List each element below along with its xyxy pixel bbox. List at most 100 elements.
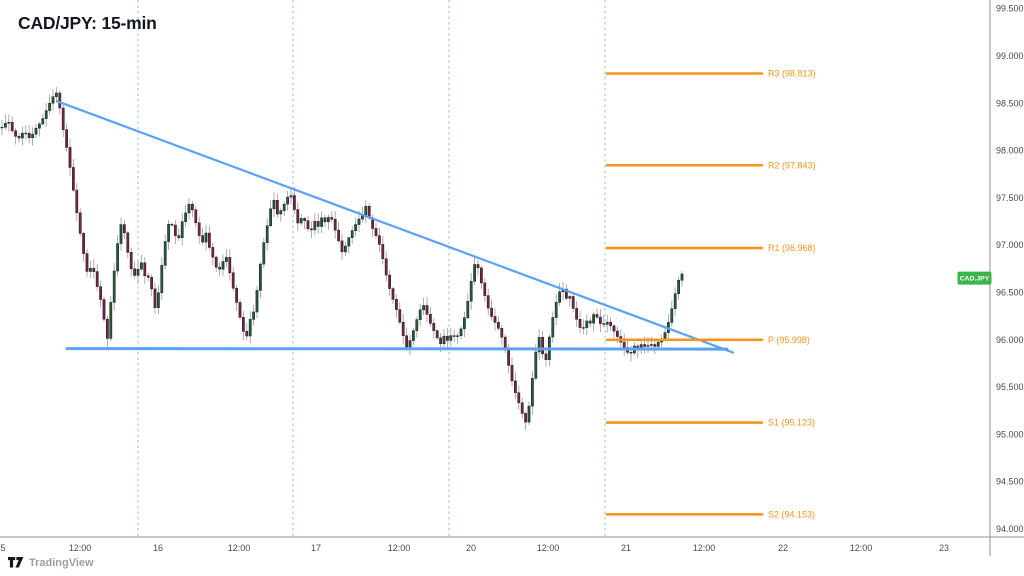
candle-up	[463, 317, 466, 330]
candle-up	[418, 309, 422, 320]
candle-up	[592, 314, 595, 324]
candle-up	[4, 122, 7, 128]
candle-up	[7, 121, 11, 124]
candle-up	[646, 345, 650, 347]
candle-down	[612, 325, 616, 332]
y-tick-label: 95.500	[996, 382, 1024, 392]
candle-up	[184, 212, 187, 222]
candle-up	[259, 263, 262, 291]
candle-down	[191, 203, 194, 211]
candle-down	[242, 317, 245, 332]
candle-down	[374, 228, 378, 236]
candle-up	[527, 405, 531, 423]
candle-up	[279, 210, 283, 215]
candle-up	[55, 92, 58, 98]
candle-down	[544, 353, 548, 360]
candle-down	[446, 335, 449, 341]
candle-down	[565, 288, 568, 299]
candle-up	[663, 332, 667, 340]
candle-up	[225, 257, 228, 262]
pivot-label-p: P (95.998)	[768, 335, 810, 345]
candle-down	[106, 318, 109, 339]
x-tick-label: 12:00	[69, 543, 92, 553]
candle-down	[643, 344, 646, 347]
candle-down	[78, 212, 82, 234]
candle-down	[378, 235, 381, 245]
candle-up	[109, 302, 113, 339]
y-tick-label: 98.500	[996, 98, 1024, 108]
tradingview-brand-label: TradingView	[29, 556, 94, 569]
candle-up	[269, 208, 272, 227]
descending-trendline	[55, 100, 735, 354]
candle-down	[425, 305, 429, 315]
candle-down	[616, 330, 619, 337]
candle-down	[174, 224, 177, 236]
candle-up	[357, 218, 361, 225]
candle-down	[316, 221, 320, 227]
candle-up	[650, 344, 653, 346]
candle-down	[595, 314, 599, 318]
candle-down	[102, 299, 106, 320]
candle-down	[58, 92, 62, 109]
y-tick-label: 99.500	[996, 4, 1024, 14]
candle-down	[123, 224, 126, 234]
candle-up	[116, 243, 119, 272]
candle-down	[405, 335, 408, 348]
x-tick-label: 20	[466, 543, 476, 553]
x-tick-label: 22	[778, 543, 788, 553]
y-tick-label: 98.000	[996, 146, 1024, 156]
candle-up	[551, 317, 555, 338]
candle-down	[575, 308, 578, 320]
candle-up	[112, 270, 116, 303]
candle-down	[129, 252, 133, 270]
candle-up	[449, 335, 453, 341]
candle-down	[401, 321, 405, 336]
candle-up	[51, 96, 55, 104]
candle-down	[177, 235, 181, 239]
candle-down	[439, 337, 442, 344]
last-price-badge-label: CAD.JPY	[960, 276, 990, 283]
candle-up	[347, 237, 351, 247]
candle-up	[537, 337, 541, 353]
y-tick-label: 94.500	[996, 477, 1024, 487]
candle-down	[507, 349, 510, 366]
x-tick-label: 23	[939, 543, 949, 553]
candle-up	[677, 279, 680, 294]
last-price-badge	[957, 271, 992, 285]
candle-up	[255, 290, 259, 313]
x-tick-label: 12:00	[388, 543, 411, 553]
candle-down	[490, 307, 493, 317]
candle-down	[245, 331, 249, 337]
tradingview-watermark: TradingView	[8, 556, 94, 569]
candle-down	[520, 402, 524, 414]
candle-up	[163, 241, 167, 266]
candle-down	[75, 189, 79, 214]
candle-down	[588, 320, 592, 324]
candle-down	[622, 341, 626, 348]
pivot-label-s1: S1 (95.123)	[768, 418, 815, 428]
candle-down	[337, 229, 340, 242]
candle-up	[89, 267, 92, 272]
candle-down	[500, 328, 504, 338]
candle-up	[299, 218, 303, 224]
candle-up	[534, 351, 538, 379]
y-tick-label: 96.000	[996, 335, 1024, 345]
candle-up	[473, 264, 476, 282]
pivot-label-r1: R1 (96.968)	[768, 243, 816, 253]
candle-up	[160, 264, 164, 294]
candle-down	[395, 299, 398, 310]
candle-down	[653, 344, 657, 347]
candle-down	[486, 295, 490, 309]
candle-up	[670, 308, 674, 323]
candle-up	[568, 296, 572, 299]
candle-down	[95, 271, 99, 287]
candle-down	[194, 209, 198, 224]
candle-down	[61, 107, 65, 130]
candle-up	[554, 302, 558, 318]
candle-up	[282, 203, 286, 211]
candle-down	[235, 287, 238, 303]
candle-up	[364, 205, 368, 216]
y-tick-label: 95.000	[996, 429, 1024, 439]
